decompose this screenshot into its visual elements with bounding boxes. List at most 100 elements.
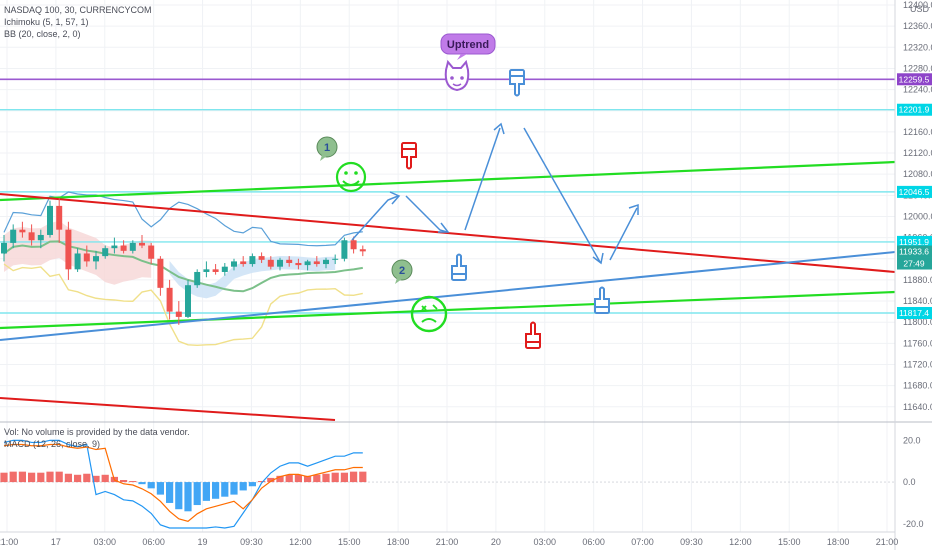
macd-histogram-bar[interactable] xyxy=(83,473,91,483)
macd-histogram-bar[interactable] xyxy=(193,482,201,506)
macd-histogram-bar[interactable] xyxy=(28,472,36,483)
legend[interactable]: NASDAQ 100, 30, CURRENCYCOM Ichimoku (5,… xyxy=(4,5,190,449)
candle-body[interactable] xyxy=(194,271,201,286)
candle-body[interactable] xyxy=(212,269,219,272)
macd-histogram-bar[interactable] xyxy=(138,482,146,485)
price-candles[interactable] xyxy=(1,197,366,325)
candle-body[interactable] xyxy=(1,242,7,254)
candle-body[interactable] xyxy=(74,253,81,270)
candle-body[interactable] xyxy=(304,261,311,266)
macd-histogram-bar[interactable] xyxy=(184,482,192,512)
projection-leg-3[interactable] xyxy=(464,127,501,231)
candle-body[interactable] xyxy=(295,262,302,266)
macd-histogram-bar[interactable] xyxy=(9,471,17,483)
candle-body[interactable] xyxy=(221,266,228,272)
legend-volume[interactable]: Vol: No volume is provided by the data v… xyxy=(4,427,190,437)
candle-body[interactable] xyxy=(175,311,182,317)
candle-body[interactable] xyxy=(240,261,247,265)
trend-lines[interactable] xyxy=(0,160,896,421)
macd-histogram-bar[interactable] xyxy=(294,474,302,483)
candle-body[interactable] xyxy=(286,259,293,263)
macd-histogram-bar[interactable] xyxy=(202,482,210,501)
candle-body[interactable] xyxy=(258,256,265,260)
green-channel-upper[interactable] xyxy=(0,160,896,202)
candle-body[interactable] xyxy=(120,245,127,251)
candle-body[interactable] xyxy=(166,287,173,312)
macd-histogram-bar[interactable] xyxy=(120,480,128,483)
candle-body[interactable] xyxy=(267,259,274,267)
macd-histogram-bar[interactable] xyxy=(147,482,155,489)
candle-body[interactable] xyxy=(332,258,339,260)
macd-histogram-bar[interactable] xyxy=(258,481,266,483)
macd-histogram-bar[interactable] xyxy=(156,482,164,495)
macd-histogram-bar[interactable] xyxy=(18,471,26,483)
blue-trendline[interactable] xyxy=(0,251,896,341)
candle-body[interactable] xyxy=(313,261,320,265)
macd-histogram-bar[interactable] xyxy=(55,471,63,483)
candle-body[interactable] xyxy=(185,285,191,317)
macd-histogram-bar[interactable] xyxy=(267,477,275,483)
candle-body[interactable] xyxy=(129,242,136,251)
macd-histogram-bar[interactable] xyxy=(285,474,293,483)
candle-body[interactable] xyxy=(157,258,164,288)
candle-body[interactable] xyxy=(148,245,155,259)
macd-pane[interactable]: 20.0 0.0 -20.0 xyxy=(0,435,924,529)
candle-body[interactable] xyxy=(65,229,72,270)
macd-histogram-bar[interactable] xyxy=(129,481,137,483)
legend-bb[interactable]: BB (20, close, 2, 0) xyxy=(4,29,81,39)
price-axis[interactable]: 12400.012360.012320.012280.012240.012200… xyxy=(903,0,932,412)
red-trendline-upper[interactable] xyxy=(0,193,896,273)
macd-histogram-bar[interactable] xyxy=(64,473,72,483)
hand-pointing-up-icon[interactable] xyxy=(594,286,610,314)
candle-body[interactable] xyxy=(277,259,283,267)
macd-histogram-bar[interactable] xyxy=(166,482,174,503)
macd-histogram-bar[interactable] xyxy=(92,475,100,483)
candle-body[interactable] xyxy=(102,248,109,257)
hand-pointing-down-icon[interactable] xyxy=(401,142,417,170)
macd-histogram-bar[interactable] xyxy=(340,472,348,483)
candle-body[interactable] xyxy=(10,229,17,243)
macd-histogram-bar[interactable] xyxy=(350,471,358,483)
legend-macd[interactable]: MACD (12, 26, close, 9) xyxy=(4,439,100,449)
candle-body[interactable] xyxy=(56,205,63,230)
projection-leg-5[interactable] xyxy=(609,207,638,261)
legend-symbol[interactable]: NASDAQ 100, 30, CURRENCYCOM xyxy=(4,5,152,15)
candle-body[interactable] xyxy=(203,269,210,272)
macd-histogram-bar[interactable] xyxy=(230,482,238,495)
hand-pointing-up-icon[interactable] xyxy=(525,321,541,349)
note-bubble-1[interactable]: 1 xyxy=(316,136,338,161)
candle-body[interactable] xyxy=(249,256,256,265)
candle-body[interactable] xyxy=(341,240,348,259)
macd-histogram-bar[interactable] xyxy=(0,472,8,483)
candle-body[interactable] xyxy=(93,256,99,262)
macd-histogram-bar[interactable] xyxy=(221,482,229,497)
note-bubble-2[interactable]: 2 xyxy=(391,259,413,284)
candle-body[interactable] xyxy=(350,240,357,250)
projected-path[interactable] xyxy=(351,122,639,265)
hand-pointing-up-icon[interactable] xyxy=(451,253,467,281)
candle-body[interactable] xyxy=(19,229,26,233)
smiley-happy-icon[interactable] xyxy=(335,161,367,193)
macd-histogram-bar[interactable] xyxy=(331,472,339,483)
macd-histogram-bar[interactable] xyxy=(239,482,247,491)
macd-histogram-bar[interactable] xyxy=(322,473,330,483)
macd-histogram-bar[interactable] xyxy=(46,471,54,483)
candle-body[interactable] xyxy=(111,245,118,249)
macd-histogram-bar[interactable] xyxy=(313,474,321,483)
macd-histogram-bar[interactable] xyxy=(248,482,256,487)
macd-histogram-bar[interactable] xyxy=(74,474,82,483)
candle-body[interactable] xyxy=(139,242,145,246)
macd-histogram-bar[interactable] xyxy=(37,472,45,483)
candle-body[interactable] xyxy=(47,205,53,235)
macd-histogram-bar[interactable] xyxy=(212,482,220,499)
candle-body[interactable] xyxy=(28,232,35,241)
candle-body[interactable] xyxy=(37,234,44,241)
candle-body[interactable] xyxy=(323,259,329,265)
macd-histogram-bar[interactable] xyxy=(101,474,109,483)
candle-body[interactable] xyxy=(359,249,366,252)
macd-histogram-bar[interactable] xyxy=(175,482,183,510)
green-channel-lower[interactable] xyxy=(0,290,896,330)
macd-histogram-bar[interactable] xyxy=(304,475,312,483)
projection-leg-1[interactable] xyxy=(351,195,399,241)
